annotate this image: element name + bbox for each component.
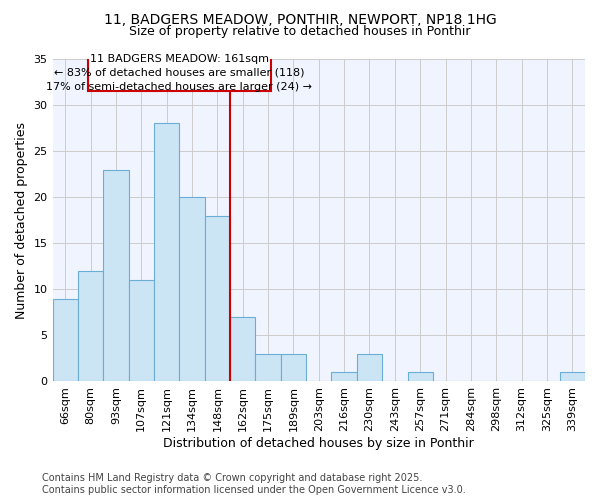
Bar	[179, 197, 205, 382]
Bar	[128, 280, 154, 382]
Bar	[205, 216, 230, 382]
Bar	[281, 354, 306, 382]
Y-axis label: Number of detached properties: Number of detached properties	[15, 122, 28, 318]
Text: Contains HM Land Registry data © Crown copyright and database right 2025.
Contai: Contains HM Land Registry data © Crown c…	[42, 474, 466, 495]
Bar	[88, 54, 271, 91]
Bar	[256, 354, 281, 382]
Bar	[154, 124, 179, 382]
Bar	[407, 372, 433, 382]
Bar	[357, 354, 382, 382]
X-axis label: Distribution of detached houses by size in Ponthir: Distribution of detached houses by size …	[163, 437, 474, 450]
Bar	[560, 372, 585, 382]
Bar	[78, 271, 103, 382]
Bar	[230, 317, 256, 382]
Bar	[53, 298, 78, 382]
Bar	[331, 372, 357, 382]
Text: Size of property relative to detached houses in Ponthir: Size of property relative to detached ho…	[129, 25, 471, 38]
Text: 11 BADGERS MEADOW: 161sqm
← 83% of detached houses are smaller (118)
17% of semi: 11 BADGERS MEADOW: 161sqm ← 83% of detac…	[46, 54, 313, 92]
Bar	[103, 170, 128, 382]
Text: 11, BADGERS MEADOW, PONTHIR, NEWPORT, NP18 1HG: 11, BADGERS MEADOW, PONTHIR, NEWPORT, NP…	[104, 12, 496, 26]
